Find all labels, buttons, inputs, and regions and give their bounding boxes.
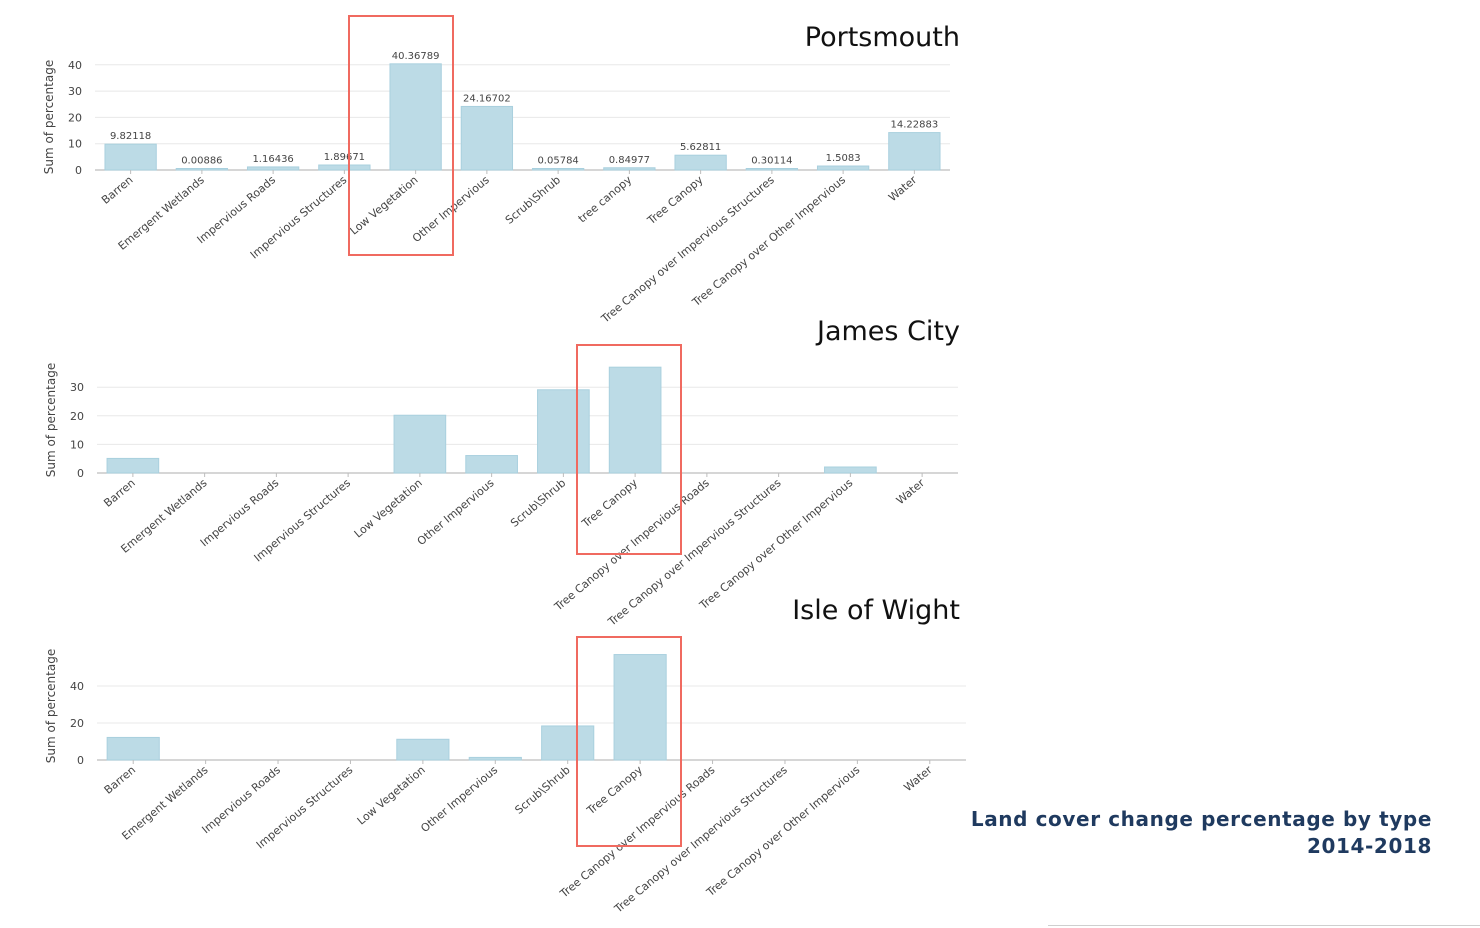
y-tick-label: 40 xyxy=(68,59,82,72)
x-tick-label: Impervious Roads xyxy=(199,763,283,836)
y-tick-label: 30 xyxy=(70,381,84,394)
x-tick-label: Barren xyxy=(99,173,135,207)
footer-years: 2014-2018 xyxy=(1306,834,1432,858)
bar-impervious-structures xyxy=(318,164,371,171)
x-tick-label: Tree Canopy over Other Impervious xyxy=(703,763,862,899)
x-tick-label: Tree Canopy over Impervious Roads xyxy=(551,476,712,614)
bar-barren xyxy=(104,143,157,171)
footer-title-text: Land cover change percentage by type xyxy=(970,807,1432,831)
x-tick-label: Scrub\Shrub xyxy=(512,763,572,816)
y-tick-label: 10 xyxy=(68,138,82,151)
bar-barren xyxy=(106,457,160,474)
bar-tree-canopy xyxy=(674,154,727,171)
y-tick-label: 10 xyxy=(70,438,84,451)
data-label: 24.16702 xyxy=(463,93,511,104)
x-tick-label: Other Impervious xyxy=(410,173,492,245)
highlight-box xyxy=(576,636,682,847)
x-tick-label: Other Impervious xyxy=(418,763,500,835)
bar-water xyxy=(888,132,941,171)
highlight-box xyxy=(576,344,682,555)
x-tick-label: Barren xyxy=(102,763,138,797)
bottom-divider xyxy=(1048,925,1480,926)
data-label: 1.16436 xyxy=(252,154,293,165)
data-label: 40.36789 xyxy=(392,51,440,62)
x-tick-label: Tree Canopy over Impervious Roads xyxy=(557,763,718,901)
y-tick-label: 20 xyxy=(68,111,82,124)
bar-barren xyxy=(106,736,160,761)
footer-title: Land cover change percentage by type 201… xyxy=(971,806,1432,860)
bar-tree-canopy-over-impervious-structures xyxy=(745,168,799,171)
x-tick-label: tree canopy xyxy=(576,173,635,225)
data-label: 5.62811 xyxy=(680,142,721,153)
data-label: 0.00886 xyxy=(181,156,222,167)
x-tick-label: Scrub\Shrub xyxy=(503,173,563,226)
x-tick-label: Other Impervious xyxy=(415,476,497,548)
bar-emergent-wetlands xyxy=(175,168,229,171)
bar-other-impervious xyxy=(465,455,518,474)
x-tick-label: Low Vegetation xyxy=(352,476,425,540)
chart-title-james-city: James City xyxy=(817,316,960,347)
bar-other-impervious xyxy=(460,105,514,171)
highlight-box xyxy=(348,15,454,256)
x-tick-label: Low Vegetation xyxy=(355,763,428,827)
bar-low-vegetation xyxy=(393,414,447,474)
bar-low-vegetation xyxy=(389,63,442,171)
y-tick-label: 0 xyxy=(77,467,84,480)
chart-title-portsmouth: Portsmouth xyxy=(804,22,960,53)
x-tick-label: Scrub\Shrub xyxy=(508,476,568,529)
y-tick-label: 0 xyxy=(77,754,84,767)
x-tick-label: Tree Canopy xyxy=(584,763,646,818)
data-label: 14.22883 xyxy=(891,120,939,131)
data-label: 0.30114 xyxy=(751,156,792,167)
x-tick-label: Tree Canopy xyxy=(579,476,641,531)
x-tick-label: Tree Canopy xyxy=(644,173,706,228)
bar-scrub-shrub xyxy=(531,168,585,171)
bar-tree-canopy xyxy=(613,654,667,761)
y-tick-label: 20 xyxy=(70,410,84,423)
data-label: 1.89671 xyxy=(324,152,365,163)
bar-scrub-shrub xyxy=(537,389,590,474)
data-label: 0.05784 xyxy=(537,156,578,167)
bar-tree-canopy-over-other-impervious xyxy=(816,165,870,171)
x-tick-label: Tree Canopy over Other Impervious xyxy=(689,173,848,309)
y-axis-label: Sum of percentage xyxy=(42,60,56,174)
chart-title-isle-of-wight: Isle of Wight xyxy=(792,595,960,626)
bar-scrub-shrub xyxy=(541,725,595,761)
y-tick-label: 20 xyxy=(70,717,84,730)
y-tick-label: 0 xyxy=(75,164,82,177)
x-tick-label: Water xyxy=(894,476,928,507)
x-tick-label: Tree Canopy over Other Impervious xyxy=(696,476,855,612)
x-tick-label: Impervious Roads xyxy=(198,476,282,549)
bar-tree-canopy-over-other-impervious xyxy=(824,466,877,474)
data-label: 1.5083 xyxy=(826,153,861,164)
bar-other-impervious xyxy=(468,756,522,761)
bar-impervious-roads xyxy=(246,166,300,171)
y-tick-label: 30 xyxy=(68,85,82,98)
bar-low-vegetation xyxy=(396,738,450,761)
data-label: 9.82118 xyxy=(110,131,151,142)
x-tick-label: Water xyxy=(886,173,920,204)
x-tick-label: Low Vegetation xyxy=(347,173,420,237)
data-label: 0.84977 xyxy=(609,155,650,166)
y-tick-label: 40 xyxy=(70,680,84,693)
y-axis-label: Sum of percentage xyxy=(44,649,58,763)
x-tick-label: Water xyxy=(901,763,935,794)
bar-tree-canopy xyxy=(603,167,656,171)
bar-tree-canopy xyxy=(608,366,662,474)
x-tick-label: Barren xyxy=(101,476,137,510)
y-axis-label: Sum of percentage xyxy=(44,363,58,477)
